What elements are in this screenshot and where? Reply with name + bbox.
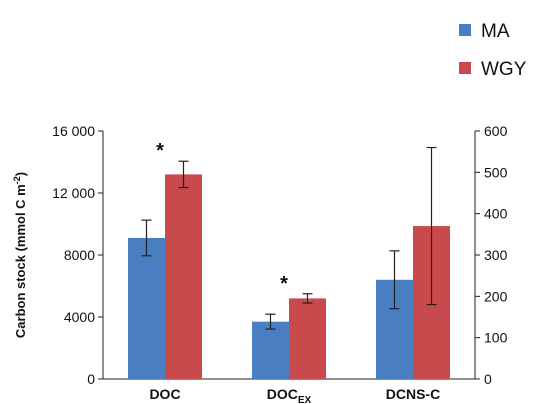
- left-tick-label: 8000: [64, 247, 95, 263]
- category-label: DCNS-C: [386, 386, 440, 402]
- right-tick-label: 400: [484, 206, 508, 222]
- right-tick-label: 0: [484, 371, 492, 387]
- legend-label-wgy: WGY: [481, 59, 527, 80]
- right-tick-label: 200: [484, 288, 508, 304]
- y-axis-title: Carbon stock (mmol C m-2): [12, 172, 28, 338]
- category-label: DOC: [149, 386, 180, 402]
- significance-marker: *: [156, 140, 164, 162]
- right-tick-label: 500: [484, 164, 508, 180]
- bar-ma-doc-ex: [252, 321, 289, 379]
- left-tick-label: 4000: [64, 309, 95, 325]
- bar-wgy-doc-ex: [289, 298, 326, 379]
- bar-ma-doc: [128, 237, 165, 379]
- category-label: DOCEX: [267, 386, 312, 404]
- left-tick-label: 16 000: [52, 123, 95, 139]
- legend-swatch-wgy: [459, 62, 471, 74]
- significance-marker: *: [280, 273, 288, 295]
- right-tick-label: 100: [484, 330, 508, 346]
- bar-wgy-doc: [165, 174, 202, 379]
- left-tick-label: 12 000: [52, 185, 95, 201]
- left-tick-label: 0: [87, 371, 95, 387]
- legend-swatch-ma: [459, 24, 471, 36]
- right-tick-label: 300: [484, 247, 508, 263]
- right-tick-label: 600: [484, 123, 508, 139]
- legend-label-ma: MA: [481, 21, 510, 42]
